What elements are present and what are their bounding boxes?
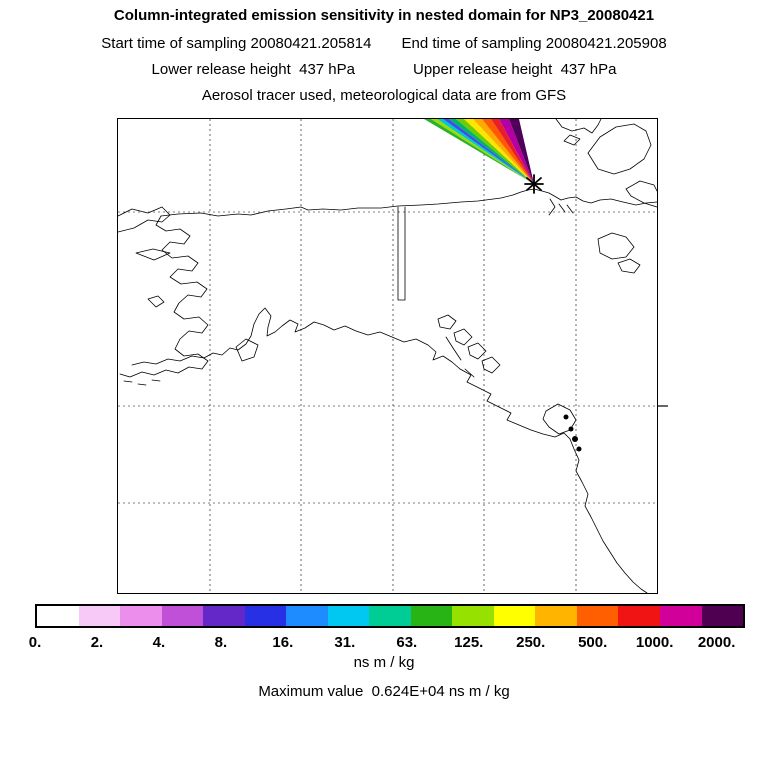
sampling-time-row: Start time of sampling 20080421.205814 E… xyxy=(0,35,768,52)
colorbar-segment xyxy=(659,606,702,626)
colorbar-segment xyxy=(203,606,245,626)
colorbar-segment xyxy=(618,606,660,626)
plume-wedge xyxy=(437,119,534,184)
max-value-label: Maximum value 0.624E+04 ns m / kg xyxy=(258,683,510,700)
colorbar-segment xyxy=(369,606,411,626)
map-panel xyxy=(117,118,668,594)
colorbar-segment xyxy=(327,606,370,626)
plume-wedge xyxy=(509,119,534,184)
colorbar xyxy=(35,604,745,628)
release-height-row: Lower release height 437 hPa Upper relea… xyxy=(0,61,768,78)
tracer-info-row: Aerosol tracer used, meteorological data… xyxy=(0,87,768,104)
plume-wedge xyxy=(464,119,534,184)
colorbar-segment xyxy=(244,606,287,626)
tracer-info-label: Aerosol tracer used, meteorological data… xyxy=(201,87,567,104)
colorbar-tick-label: 125. xyxy=(454,634,484,651)
emission-plume xyxy=(424,119,534,184)
grid-lines xyxy=(118,119,668,593)
colorbar-segment xyxy=(410,606,453,626)
colorbar-segment xyxy=(78,606,121,626)
release-point-marker xyxy=(524,174,544,194)
colorbar-tick-label: 8. xyxy=(214,634,228,651)
colorbar-segment xyxy=(120,606,162,626)
colorbar-tick-label: 250. xyxy=(516,634,546,651)
colorbar-segment xyxy=(535,606,577,626)
map-svg xyxy=(117,118,668,594)
colorbar-segment xyxy=(37,606,79,626)
colorbar-segment xyxy=(576,606,619,626)
colorbar-tick-label: 500. xyxy=(578,634,608,651)
colorbar-segment xyxy=(452,606,494,626)
colorbar-ticks: 0. 2. 4. 8. 16. 31. 63. 125. 250. 500. 1000. 2000. xyxy=(29,634,745,652)
sampling-end-label: End time of sampling 20080421.205908 xyxy=(401,35,667,52)
plume-wedge xyxy=(431,119,534,184)
colorbar-tick-label: 2. xyxy=(90,634,104,651)
plume-wedge xyxy=(482,119,534,184)
colorbar-segment xyxy=(493,606,536,626)
plume-wedge xyxy=(443,119,534,184)
colorbar-segment xyxy=(161,606,204,626)
plume-wedge xyxy=(473,119,534,184)
plume-wedge xyxy=(499,119,534,184)
plume-wedge xyxy=(424,119,534,184)
plume-wedge xyxy=(456,119,534,184)
sampling-start-label: Start time of sampling 20080421.205814 xyxy=(101,35,372,52)
coastlines xyxy=(117,118,658,594)
colorbar-tick-label: 63. xyxy=(396,634,418,651)
lower-release-label: Lower release height 437 hPa xyxy=(151,61,355,78)
upper-release-label: Upper release height 437 hPa xyxy=(413,61,617,78)
colorbar-segment xyxy=(286,606,328,626)
colorbar-tick-label: 2000. xyxy=(697,634,736,651)
chart-title: Column-integrated emission sensitivity i… xyxy=(113,7,655,24)
plume-wedge xyxy=(449,119,534,184)
colorbar-segment xyxy=(701,606,744,626)
colorbar-units-label: ns m / kg xyxy=(353,654,415,671)
colorbar-tick-label: 4. xyxy=(152,634,166,651)
colorbar-tick-label: 1000. xyxy=(635,634,674,651)
colorbar-tick-label: 0. xyxy=(28,634,42,651)
colorbar-tick-label: 16. xyxy=(272,634,294,651)
colorbar-tick-label: 31. xyxy=(334,634,356,651)
plume-wedge xyxy=(491,119,534,184)
